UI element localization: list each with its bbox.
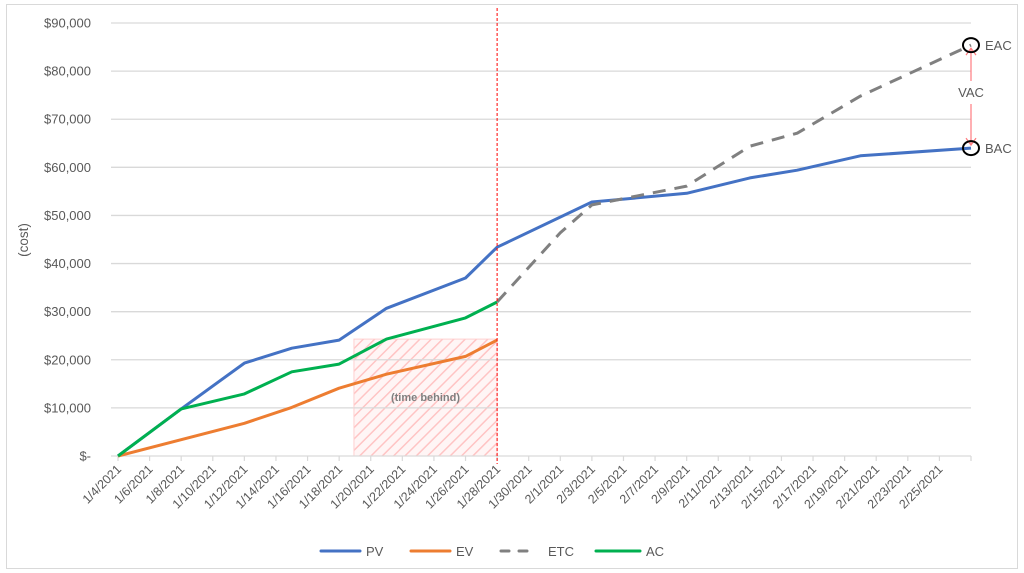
legend-etc-label: ETC	[548, 544, 574, 559]
y-tick-label: $-	[79, 449, 91, 464]
y-tick-label: $90,000	[44, 16, 91, 31]
legend-ev-label: EV	[456, 544, 474, 559]
y-axis-label: (cost)	[16, 223, 31, 257]
gridlines	[111, 22, 971, 409]
eac-bac-annotations: EAC BAC VAC	[958, 37, 1012, 157]
series-ac-line	[117, 300, 498, 458]
eac-label: EAC	[985, 38, 1012, 53]
bac-marker-circle	[962, 140, 980, 157]
y-tick-label: $70,000	[44, 112, 91, 127]
y-tick-label: $40,000	[44, 256, 91, 271]
y-tick-label: $10,000	[44, 400, 91, 415]
series-pv-line	[117, 146, 972, 458]
chart-frame	[6, 4, 1018, 569]
y-axis-ticks: $- $10,000 $20,000 $30,000 $40,000 $50,000 $60…	[44, 16, 91, 464]
x-axis: 1/4/20211/6/20211/8/20211/10/20211/12/20…	[80, 455, 972, 511]
series-ev-line	[117, 338, 498, 458]
y-tick-label: $20,000	[44, 352, 91, 367]
legend: PV EV ETC AC	[319, 544, 664, 559]
series-lines	[117, 43, 972, 458]
legend-ac-label: AC	[646, 544, 664, 559]
vac-label: VAC	[958, 85, 984, 100]
y-tick-label: $60,000	[44, 160, 91, 175]
eac-marker-circle	[962, 37, 980, 54]
bac-label: BAC	[985, 141, 1012, 156]
series-etc-line	[495, 43, 972, 304]
legend-pv-label: PV	[366, 544, 384, 559]
y-tick-label: $30,000	[44, 304, 91, 319]
time-behind-label: (time behind)	[391, 392, 460, 404]
time-behind-region: (time behind)	[353, 338, 498, 457]
y-tick-label: $50,000	[44, 208, 91, 223]
y-tick-label: $80,000	[44, 64, 91, 79]
